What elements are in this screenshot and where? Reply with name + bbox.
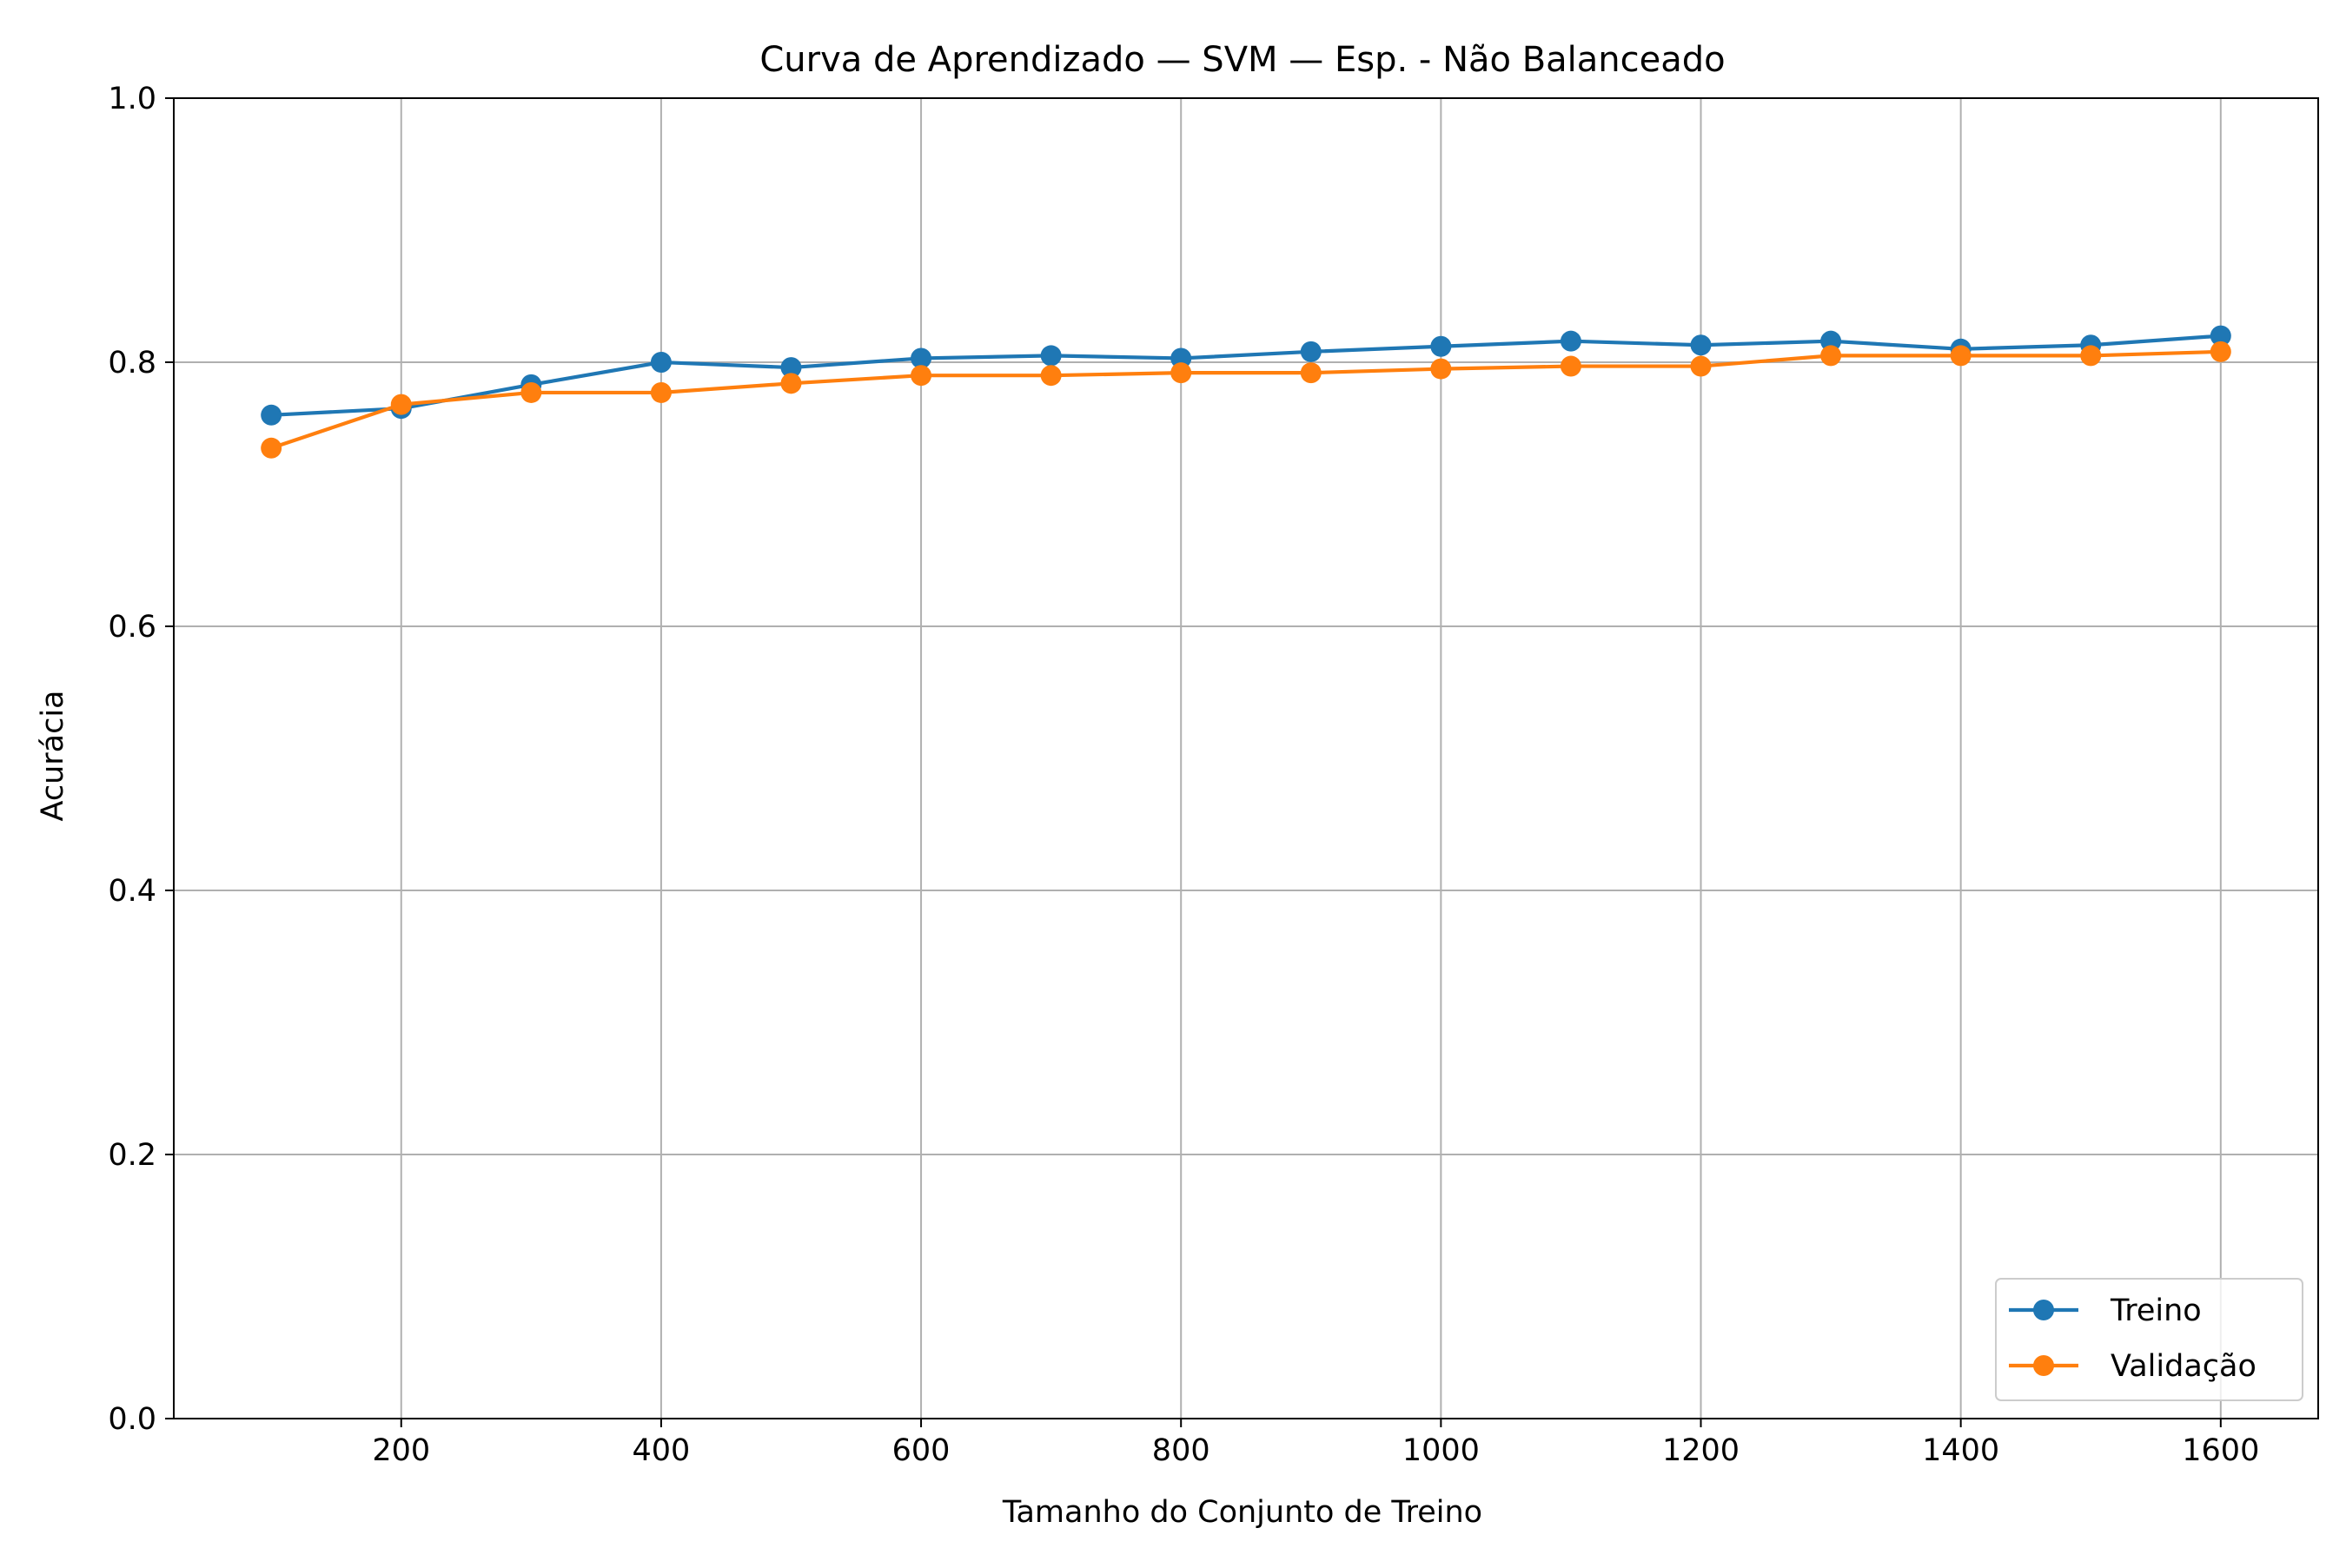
data-point <box>650 352 672 373</box>
series-line <box>271 334 2221 417</box>
data-point <box>1820 345 1842 367</box>
data-point <box>261 404 282 426</box>
data-point <box>2210 341 2231 362</box>
legend-label: Treino <box>2110 1293 2202 1328</box>
legend-label: Validação <box>2111 1349 2257 1384</box>
data-point <box>261 437 282 459</box>
data-point <box>1170 362 1192 384</box>
x-tick-label: 400 <box>633 1433 691 1468</box>
data-point <box>1820 330 1842 352</box>
data-point <box>1560 355 1581 377</box>
legend: Treino Validação <box>1995 1278 2303 1401</box>
data-point <box>1300 341 1322 362</box>
y-tick-label: 1.0 <box>108 82 156 116</box>
data-point <box>1950 345 1972 367</box>
data-point <box>1430 358 1452 380</box>
x-tick-label: 800 <box>1152 1433 1210 1468</box>
series-validacao <box>261 341 2231 459</box>
y-tick-label: 0.0 <box>108 1402 156 1437</box>
data-point <box>911 365 932 387</box>
x-axis-label: Tamanho do Conjunto de Treino <box>1002 1495 1482 1530</box>
data-point <box>1170 347 1192 369</box>
ticks: 200 400 600 800 1000 1200 1400 1600 0.0 0.2 0.4 0.6… <box>108 82 2259 1468</box>
series-layer <box>261 325 2231 459</box>
data-point <box>1300 362 1322 384</box>
legend-swatch-marker <box>2033 1300 2054 1320</box>
axes-frame <box>173 97 2319 1419</box>
chart-title: Curva de Aprendizado — SVM — Esp. - Não … <box>759 40 1725 80</box>
data-point <box>2080 345 2102 367</box>
data-point <box>1560 330 1581 352</box>
data-point <box>780 357 802 379</box>
data-point <box>1040 345 1062 367</box>
data-point <box>1040 365 1062 387</box>
data-point <box>2210 325 2231 347</box>
data-point <box>390 394 412 415</box>
data-point <box>780 373 802 394</box>
data-point <box>911 347 932 369</box>
data-point <box>650 381 672 403</box>
y-tick-label: 0.4 <box>108 874 156 909</box>
x-tick-label: 1200 <box>1662 1433 1740 1468</box>
x-tick-label: 1400 <box>1922 1433 1999 1468</box>
data-point <box>520 381 542 403</box>
y-tick-label: 0.2 <box>108 1138 156 1173</box>
data-point <box>1690 355 1712 377</box>
legend-swatch-marker <box>2033 1355 2054 1376</box>
y-tick-label: 0.8 <box>108 346 156 380</box>
x-tick-label: 200 <box>372 1433 430 1468</box>
x-tick-label: 1000 <box>1402 1433 1480 1468</box>
y-tick-label: 0.6 <box>108 610 156 645</box>
y-axis-label: Acurácia <box>36 690 70 821</box>
data-point <box>1690 334 1712 356</box>
x-tick-label: 600 <box>892 1433 951 1468</box>
x-tick-label: 1600 <box>2182 1433 2259 1468</box>
series-line <box>270 349 2221 450</box>
data-point <box>1430 335 1452 357</box>
